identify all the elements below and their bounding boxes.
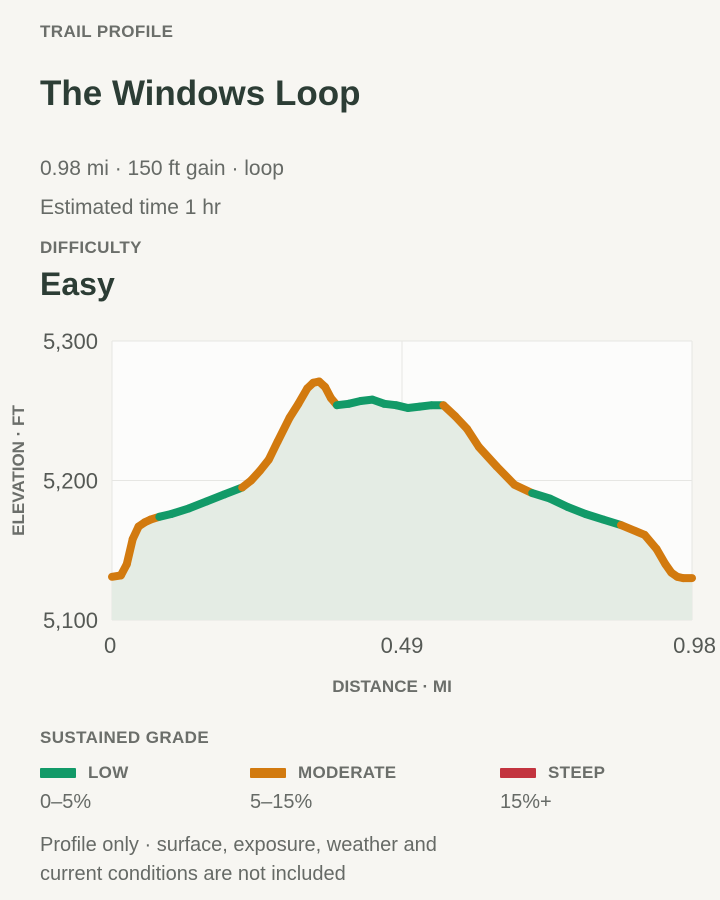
section-eyebrow: TRAIL PROFILE [40,22,174,41]
y-tick-label: 5,200 [43,469,98,494]
profile-segment-moderate [617,521,649,539]
elevation-area-fill [112,381,692,620]
elevation-profile-chart: 5,100 5,200 5,300 0 0.49 0.98 DISTANCE · MI E… [9,329,716,696]
profile-segment-moderate [273,413,294,446]
profile-segment-moderate [474,443,501,471]
y-tick-label: 5,100 [43,608,98,633]
difficulty-label: DIFFICULTY [40,238,142,257]
x-tick-label: 0 [104,633,116,658]
profile-segment-moderate [122,535,137,569]
x-axis-label: DISTANCE · MI [332,677,452,696]
y-axis-label: ELEVATION · FT [9,405,28,536]
legend-item-steep: STEEP 15%+ [500,763,605,814]
disclaimer-note: Profile only · surface, exposure, weathe… [40,834,437,885]
y-tick-label: 5,300 [43,329,98,354]
legend-title: SUSTAINED GRADE [40,728,210,747]
legend-item-moderate: MODERATE 5–15% [250,763,396,814]
estimated-time: Estimated time 1 hr [40,196,221,219]
elevation-line [108,377,696,583]
difficulty-value: Easy [40,266,115,302]
legend-swatch-low [40,768,76,778]
legend-item-low: LOW 0–5% [40,763,129,814]
legend-name: MODERATE [298,763,397,782]
x-tick-label: 0.98 [673,633,716,658]
axis-ticks: 5,100 5,200 5,300 0 0.49 0.98 [43,329,716,658]
x-tick-label: 0.49 [381,633,424,658]
legend-name: STEEP [548,763,606,782]
legend-name: LOW [88,763,129,782]
legend-range: 0–5% [40,791,92,813]
legend-swatch-moderate [250,768,286,778]
trail-stats: 0.98 mi · 150 ft gain · loop [40,157,284,180]
legend-range: 5–15% [250,791,313,813]
legend-range: 15%+ [500,791,552,813]
trail-title: The Windows Loop [40,74,361,113]
profile-segment-moderate [492,462,519,489]
legend-swatch-steep [500,768,536,778]
